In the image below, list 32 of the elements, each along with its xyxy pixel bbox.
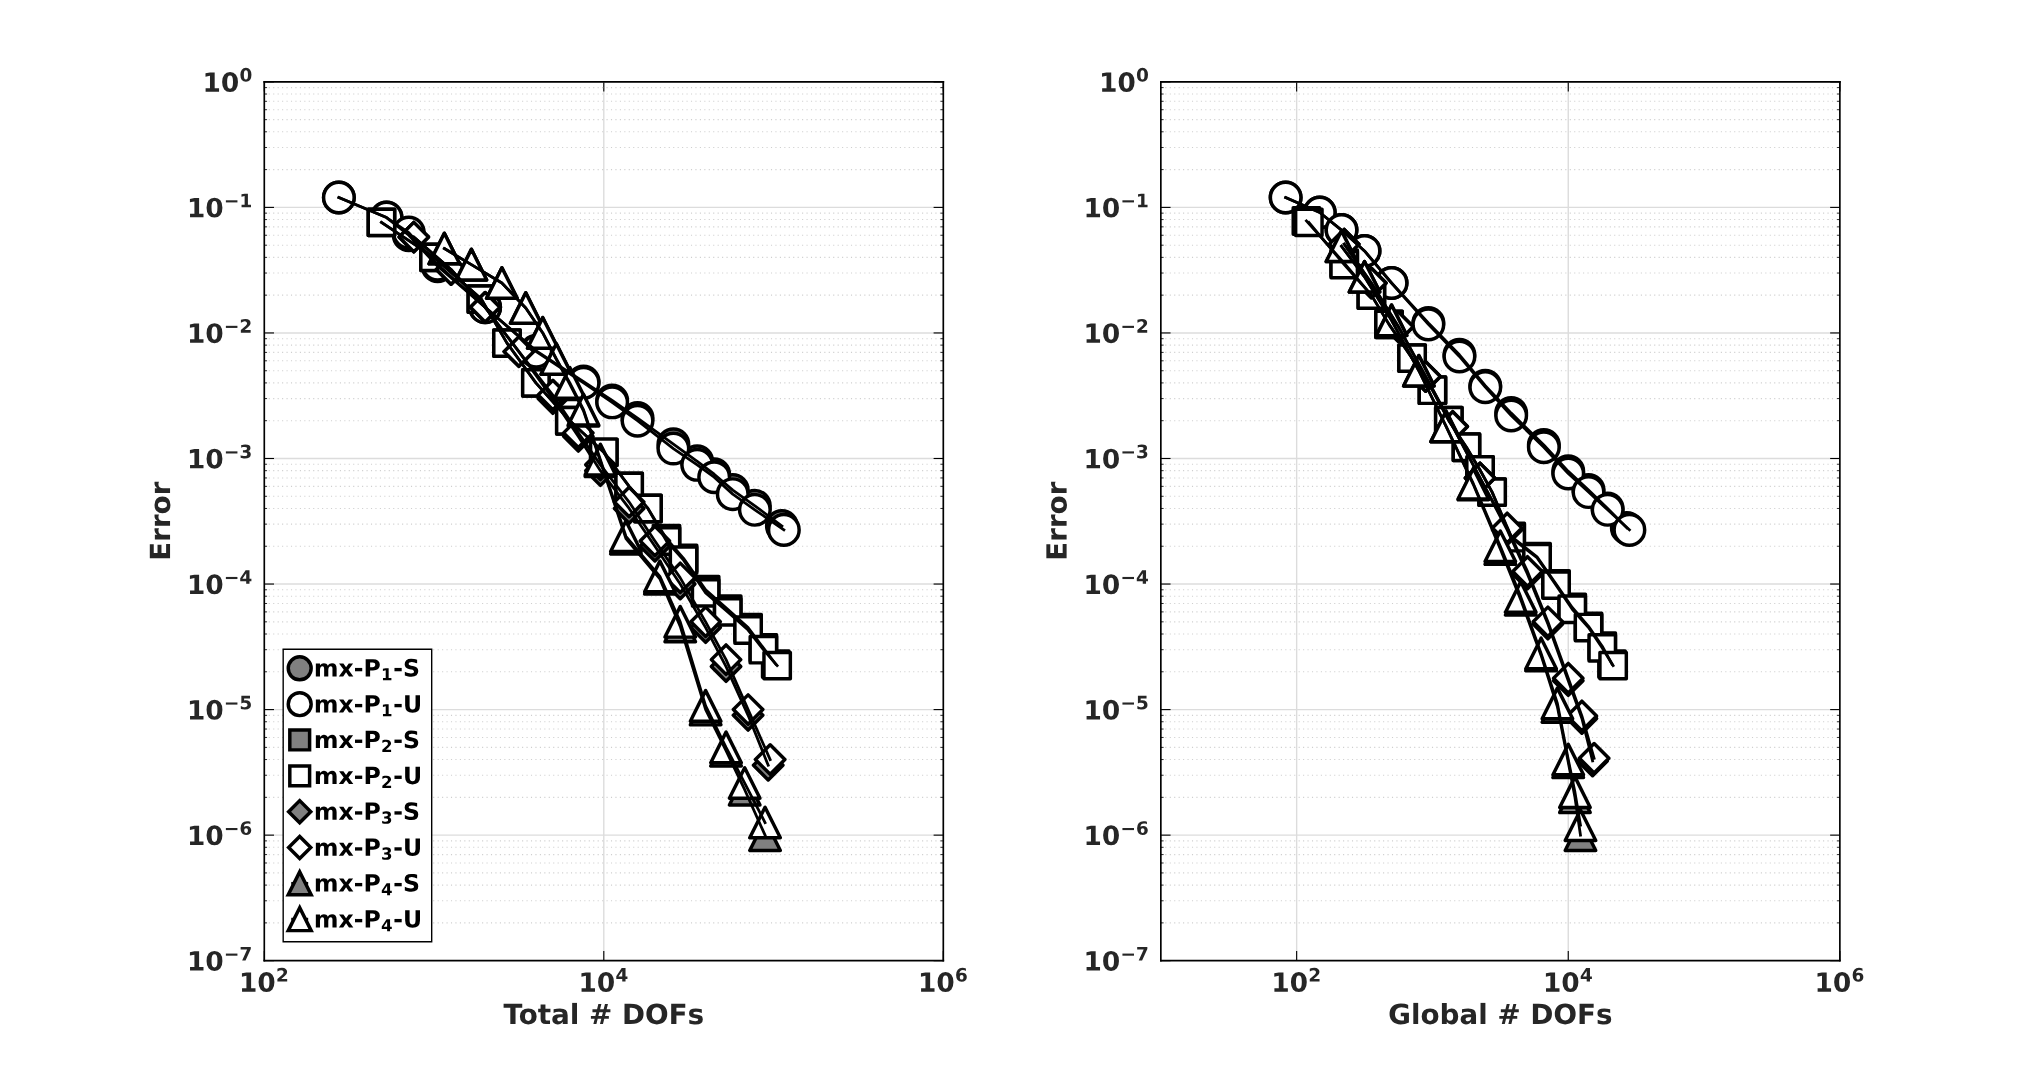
y-tick-label: 10$^{−1}$ — [189, 193, 251, 218]
y-tick-label: 10$^{0}$ — [1102, 67, 1149, 93]
x-tick-label: 10$^{6}$ — [920, 967, 967, 992]
legend-label: mx-P$_{2}$-S — [315, 730, 419, 752]
x-axis-title: Total # DOFs — [503, 1002, 703, 1025]
legend-label: mx-P$_{1}$-S — [315, 658, 419, 681]
legend-label: mx-P$_{4}$-U — [315, 910, 420, 932]
y-tick-label: 10$^{−5}$ — [1086, 695, 1148, 720]
y-tick-label: 10$^{−2}$ — [189, 318, 251, 344]
y-tick-label: 10$^{−4}$ — [1086, 570, 1148, 595]
y-tick-label: 10$^{−3}$ — [1086, 444, 1148, 469]
x-tick-label: 10$^{4}$ — [581, 968, 628, 993]
legend-label: mx-P$_{3}$-U — [315, 838, 420, 860]
x-tick-label: 10$^{4}$ — [1545, 968, 1592, 993]
y-tick-label: 10$^{−6}$ — [1086, 821, 1148, 846]
y-tick-label: 10$^{−4}$ — [189, 570, 252, 595]
y-tick-label: 10$^{−1}$ — [1086, 193, 1148, 218]
y-tick-label: 10$^{0}$ — [205, 67, 252, 93]
y-tick-label: 10$^{−3}$ — [189, 444, 251, 469]
y-tick-label: 10$^{−6}$ — [189, 821, 252, 846]
x-tick-label: 10$^{6}$ — [1817, 967, 1864, 992]
legend-label: mx-P$_{2}$-U — [315, 766, 420, 788]
y-axis-title: Error — [1046, 481, 1067, 559]
legend-label: mx-P$_{1}$-U — [315, 695, 420, 717]
y-tick-label: 10$^{−7}$ — [1086, 946, 1148, 971]
x-axis-title: Global # DOFs — [1389, 1002, 1612, 1025]
legend-label: mx-P$_{3}$-S — [315, 802, 419, 824]
y-axis-title: Error — [149, 481, 171, 559]
y-tick-label: 10$^{−5}$ — [189, 695, 251, 720]
legend-label: mx-P$_{4}$-S — [315, 873, 419, 896]
y-tick-label: 10$^{−2}$ — [1086, 318, 1148, 344]
x-tick-label: 10$^{2}$ — [1274, 967, 1320, 993]
